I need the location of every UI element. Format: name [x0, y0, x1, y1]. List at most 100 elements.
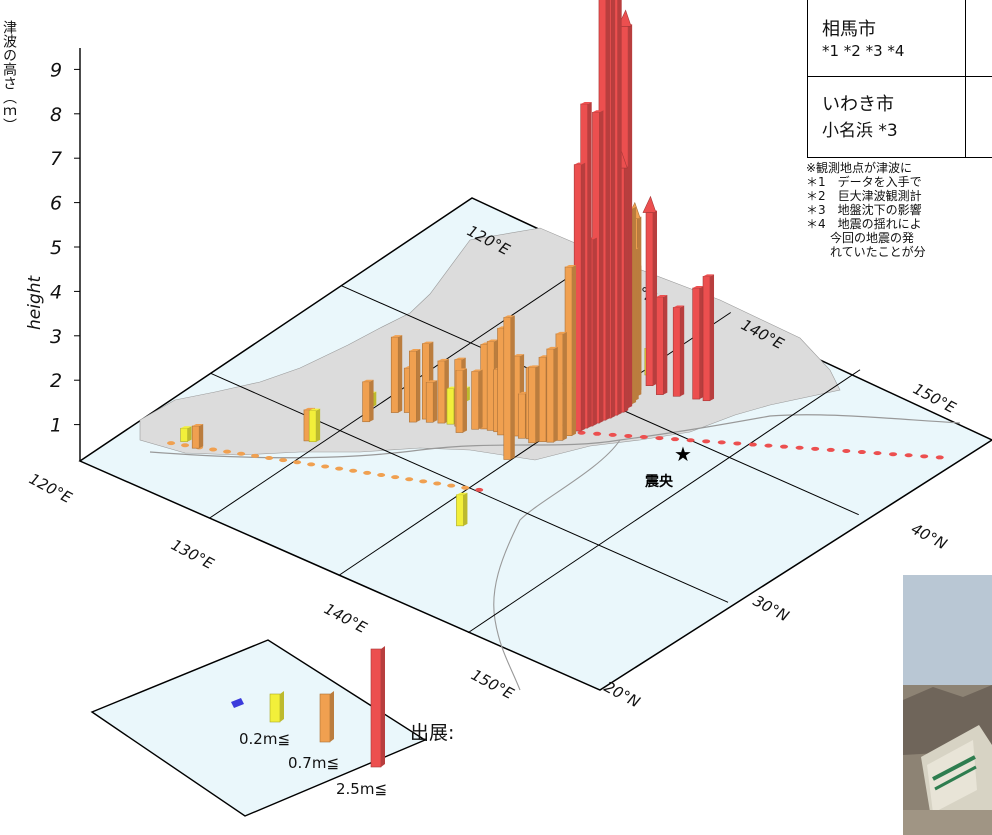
- note-line-1: ＊1 データを入手で: [806, 175, 922, 189]
- coast-marker: [223, 449, 232, 454]
- bar-orange: [564, 264, 577, 436]
- epicenter-star: ★: [674, 442, 692, 466]
- bar-red: [642, 195, 658, 386]
- bar-orange: [546, 346, 558, 443]
- damage-photo: [903, 575, 992, 835]
- grid-lat-30: [210, 372, 729, 603]
- coast-marker: [920, 454, 929, 459]
- bar-yellow: [456, 492, 468, 527]
- lat-label: 40°N: [908, 520, 950, 554]
- coast-marker: [475, 487, 484, 492]
- bar-orange: [528, 365, 540, 444]
- coast-marker: [307, 462, 316, 467]
- coast-marker: [655, 436, 664, 441]
- coast-markers: [167, 430, 944, 492]
- coast-marker: [873, 451, 882, 456]
- table-cell-soma-value: [965, 0, 992, 78]
- lat-label: 30°N: [750, 592, 792, 626]
- lon-label-left: 140°E: [321, 600, 370, 638]
- coast-marker: [857, 450, 866, 455]
- table-iwaki-name: いわき市: [822, 94, 894, 115]
- legend-bar-yellow: [269, 691, 284, 723]
- table-cell-iwaki: [807, 76, 967, 158]
- coast-marker: [889, 452, 898, 457]
- lon-label-left: 130°E: [168, 536, 217, 574]
- bar-orange: [503, 315, 515, 460]
- bar-orange: [191, 423, 204, 449]
- bar-yellow: [308, 408, 321, 443]
- coast-marker: [764, 443, 773, 448]
- y-tick-label: 1: [50, 415, 62, 437]
- y-tick-label: 2: [50, 370, 62, 392]
- coast-marker: [842, 448, 851, 453]
- coast-marker: [671, 437, 680, 442]
- coast-marker: [624, 433, 633, 438]
- grid-lon-150: [467, 369, 861, 634]
- table-cell-iwaki-value: [965, 76, 992, 158]
- bar-red: [656, 294, 668, 395]
- bar-orange: [390, 335, 403, 413]
- note-line-4: ＊4 地震の揺れによ: [806, 217, 922, 231]
- y-axis: 津波の高さ（ｍ） height 1 2 3 4 5 6 7 8 9: [1, 20, 81, 461]
- coast-marker: [686, 438, 695, 443]
- y-tick-label: 9: [50, 59, 62, 81]
- trench-line: [149, 414, 961, 459]
- coast-marker: [167, 441, 176, 446]
- coast-marker: [419, 479, 428, 484]
- trench-line-south: [493, 439, 621, 691]
- note-line-0: ※観測地点が津波に: [806, 161, 913, 175]
- coast-marker: [733, 441, 742, 446]
- coast-marker: [405, 477, 414, 482]
- bar-red: [672, 305, 685, 397]
- coast-marker: [251, 453, 260, 458]
- coast-marker: [447, 483, 456, 488]
- bar-red: [692, 286, 704, 400]
- lon-label-left: 150°E: [468, 666, 517, 704]
- note-line-6: れていたことが分: [806, 245, 926, 259]
- epicenter-label: 震央: [644, 473, 674, 490]
- legend-plane: [90, 639, 427, 817]
- coast-marker: [795, 445, 804, 450]
- coast-marker: [826, 447, 835, 452]
- coast-marker: [433, 481, 442, 486]
- coast-marker: [904, 453, 913, 458]
- coast-marker: [265, 455, 274, 460]
- map-base: [78, 197, 992, 691]
- bar-orange: [455, 368, 467, 433]
- legend-bar-orange: [319, 691, 334, 743]
- coast-marker: [748, 442, 757, 447]
- coast-marker: [237, 451, 246, 456]
- bar-red: [702, 274, 715, 402]
- legend: 0.2m≦ 0.7m≦ 2.5m≦: [90, 639, 427, 817]
- bar-series: [180, 0, 715, 527]
- coast-marker: [593, 431, 602, 436]
- coast-marker: [209, 447, 218, 452]
- lat-label: 20°N: [601, 678, 643, 712]
- coast-marker: [377, 472, 386, 477]
- bar-orange: [425, 380, 438, 423]
- legend-blue: [231, 698, 244, 708]
- table-soma-name: 相馬市: [822, 19, 876, 40]
- coast-marker: [181, 443, 190, 448]
- coast-marker: [461, 485, 470, 490]
- y-axis-title-jp: 津波の高さ（ｍ）: [1, 20, 17, 132]
- coast-marker: [293, 460, 302, 465]
- coast-marker: [811, 446, 820, 451]
- note-line-2: ＊2 巨大津波観測計: [806, 189, 922, 203]
- legend-label-1: 0.7m≦: [288, 754, 339, 772]
- table-soma-note: *1 *2 *3 *4: [822, 42, 905, 60]
- legend-label-0: 0.2m≦: [239, 730, 290, 748]
- coast-marker: [335, 466, 344, 471]
- coast-marker: [577, 430, 586, 435]
- y-axis-title-en: height: [25, 274, 45, 330]
- y-tick-label: 3: [50, 326, 62, 348]
- coast-marker: [717, 440, 726, 445]
- bar-orange: [471, 369, 483, 430]
- coast-marker: [321, 464, 330, 469]
- legend-bar-red: [370, 646, 385, 768]
- y-tick-label: 5: [50, 237, 62, 259]
- coast-marker: [349, 468, 358, 473]
- coast-marker: [639, 435, 648, 440]
- note-line-3: ＊3 地盤沈下の影響: [806, 203, 922, 217]
